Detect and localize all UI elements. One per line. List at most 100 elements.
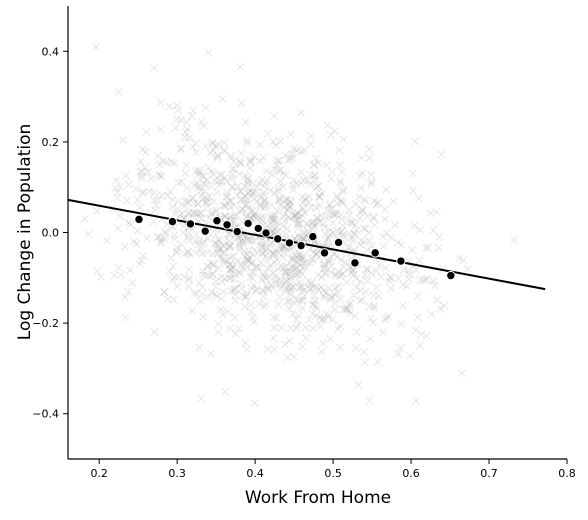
raw-point-marker	[299, 293, 308, 302]
raw-point-marker	[183, 209, 192, 218]
raw-point-marker	[270, 164, 279, 173]
raw-point-marker	[339, 262, 348, 271]
raw-point-marker	[261, 202, 270, 211]
raw-point-marker	[110, 271, 119, 280]
raw-point-marker	[387, 274, 396, 283]
raw-point-marker	[326, 292, 336, 301]
raw-point-marker	[288, 255, 297, 264]
raw-point-marker	[176, 115, 185, 124]
raw-point-marker	[259, 292, 268, 301]
raw-point-marker	[229, 156, 238, 166]
raw-point-marker	[289, 352, 298, 361]
raw-point-marker	[177, 240, 186, 249]
raw-point-marker	[396, 344, 405, 353]
raw-point-marker	[166, 187, 175, 196]
raw-point-marker	[312, 283, 321, 292]
raw-point-marker	[339, 269, 348, 278]
raw-point-marker	[300, 196, 309, 205]
raw-point-marker	[219, 145, 228, 154]
raw-point-marker	[221, 387, 230, 396]
raw-point-marker	[338, 187, 347, 196]
raw-point-marker	[184, 235, 194, 245]
raw-point-marker	[237, 149, 246, 158]
raw-point-marker	[361, 358, 370, 367]
raw-point-marker	[269, 248, 278, 257]
raw-point-marker	[296, 179, 305, 188]
raw-point-marker	[241, 172, 250, 181]
raw-point-marker	[215, 171, 224, 180]
raw-point-marker	[248, 188, 257, 197]
raw-point-marker	[128, 278, 137, 287]
raw-point-marker	[143, 234, 152, 243]
raw-point-marker	[237, 284, 246, 293]
raw-point-marker	[175, 211, 184, 220]
raw-point-marker	[226, 242, 235, 251]
raw-point-marker	[301, 194, 310, 203]
raw-point-marker	[313, 270, 322, 279]
raw-point-marker	[154, 232, 163, 241]
raw-point-marker	[276, 244, 285, 253]
raw-point-marker	[149, 63, 158, 72]
raw-point-marker	[269, 249, 278, 258]
raw-point-marker	[357, 236, 366, 245]
raw-point-marker	[295, 250, 304, 259]
raw-point-marker	[296, 108, 306, 117]
raw-point-marker	[405, 270, 414, 279]
binned-point	[296, 240, 306, 251]
raw-point-marker	[227, 265, 236, 274]
raw-point-marker	[292, 323, 301, 332]
raw-point-marker	[246, 157, 255, 166]
raw-point-marker	[214, 235, 223, 244]
raw-point-marker	[252, 263, 261, 272]
raw-point-marker	[282, 283, 291, 292]
raw-point-marker	[361, 197, 370, 206]
raw-point-marker	[170, 231, 179, 240]
raw-point-marker	[455, 254, 464, 263]
raw-point-marker	[165, 267, 174, 276]
raw-point-marker	[264, 272, 273, 281]
raw-point-marker	[259, 203, 268, 213]
raw-point-marker	[297, 270, 306, 279]
raw-point-marker	[196, 297, 205, 306]
raw-point-marker	[185, 250, 195, 259]
raw-point-marker	[198, 194, 207, 204]
raw-point-marker	[355, 192, 364, 201]
raw-point-marker	[320, 293, 329, 302]
raw-point-marker	[124, 218, 133, 227]
raw-point-marker	[138, 145, 147, 154]
raw-point-marker	[163, 295, 172, 304]
raw-point-marker	[195, 183, 204, 192]
raw-point-marker	[179, 228, 188, 237]
raw-point-marker	[247, 307, 256, 316]
raw-point-marker	[277, 262, 286, 271]
raw-point-marker	[416, 275, 425, 284]
raw-point-marker	[319, 260, 328, 269]
raw-point-marker	[281, 277, 290, 286]
raw-point-marker	[215, 245, 224, 254]
raw-point-marker	[206, 349, 216, 358]
raw-point-marker	[274, 300, 283, 309]
raw-point-marker	[261, 243, 270, 252]
raw-point-marker	[209, 169, 218, 179]
raw-point-marker	[426, 209, 435, 218]
raw-point-marker	[308, 283, 317, 292]
raw-point-marker	[357, 295, 366, 304]
fit-line-layer	[67, 198, 546, 291]
raw-point-marker	[321, 212, 330, 221]
raw-point-marker	[289, 283, 298, 292]
raw-point-marker	[321, 260, 330, 269]
raw-point-marker	[246, 158, 255, 167]
raw-point-marker	[257, 248, 266, 257]
raw-point-marker	[255, 299, 264, 308]
y-tick-label: 0.2	[42, 136, 60, 149]
raw-point-marker	[188, 193, 197, 202]
raw-point-marker	[295, 250, 304, 259]
raw-point-marker	[315, 193, 324, 202]
raw-point-marker	[290, 264, 299, 273]
raw-point-marker	[292, 252, 301, 261]
raw-point-marker	[408, 169, 417, 178]
raw-point-marker	[241, 201, 250, 210]
raw-point-marker	[241, 292, 250, 301]
raw-point-marker	[325, 230, 334, 239]
